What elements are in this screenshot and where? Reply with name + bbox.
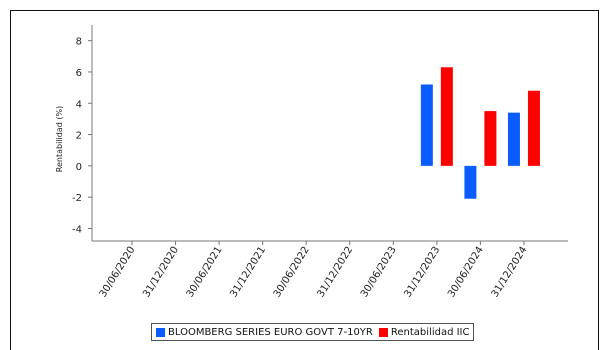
x-axis: 30/06/2020 31/12/2020 30/06/2021 31/12/2021… <box>92 240 568 300</box>
legend-item-benchmark: BLOOMBERG SERIES EURO GOVT 7-10YR <box>156 327 373 338</box>
legend-label-benchmark: BLOOMBERG SERIES EURO GOVT 7-10YR <box>168 326 373 338</box>
x-tick-label: 30/06/2020 <box>98 245 138 300</box>
y-tick-label: 8 <box>76 37 82 48</box>
legend-label-fund: Rentabilidad IIC <box>390 326 470 338</box>
x-tick-label: 30/06/2021 <box>185 245 225 300</box>
x-tick-label: 30/06/2022 <box>272 245 312 300</box>
x-tick-label: 31/12/2022 <box>315 245 355 300</box>
x-tick-label: 31/12/2023 <box>403 245 443 300</box>
x-tick-label: 30/06/2023 <box>359 245 399 300</box>
y-tick-label: -2 <box>72 193 82 204</box>
bar-fund-30-06-2024 <box>484 111 497 166</box>
bar-benchmark-30-06-2024 <box>464 165 477 199</box>
legend-item-fund: Rentabilidad IIC <box>378 326 470 338</box>
y-tick-label: 6 <box>76 68 82 79</box>
y-tick-label: -4 <box>72 224 82 235</box>
y-axis: 8 6 4 2 0 -2 -4 <box>72 25 93 241</box>
bar-fund-31-12-2023 <box>440 67 453 166</box>
bars <box>420 67 540 199</box>
bar-benchmark-31-12-2023 <box>420 84 433 166</box>
legend: BLOOMBERG SERIES EURO GOVT 7-10YR Rentab… <box>151 323 475 341</box>
y-axis-label: Rentabilidad (%) <box>55 106 64 172</box>
bar-fund-31-12-2024 <box>527 90 540 166</box>
y-tick-label: 2 <box>76 131 82 142</box>
x-tick-label: 30/06/2024 <box>446 245 486 300</box>
chart-frame: 8 6 4 2 0 -2 -4 30/06/2020 31/12/2020 30/06/2021… <box>10 10 599 350</box>
y-tick-label: 0 <box>76 162 82 173</box>
legend-swatch-fund <box>378 327 388 337</box>
legend-swatch-benchmark <box>156 327 165 337</box>
x-tick-label: 31/12/2021 <box>228 245 268 300</box>
bar-benchmark-31-12-2024 <box>507 112 520 166</box>
x-tick-label: 31/12/2020 <box>141 245 181 300</box>
chart-area: 8 6 4 2 0 -2 -4 30/06/2020 31/12/2020 30/06/2021… <box>55 25 568 300</box>
y-tick-label: 4 <box>76 99 82 110</box>
x-tick-label: 31/12/2024 <box>490 245 530 300</box>
